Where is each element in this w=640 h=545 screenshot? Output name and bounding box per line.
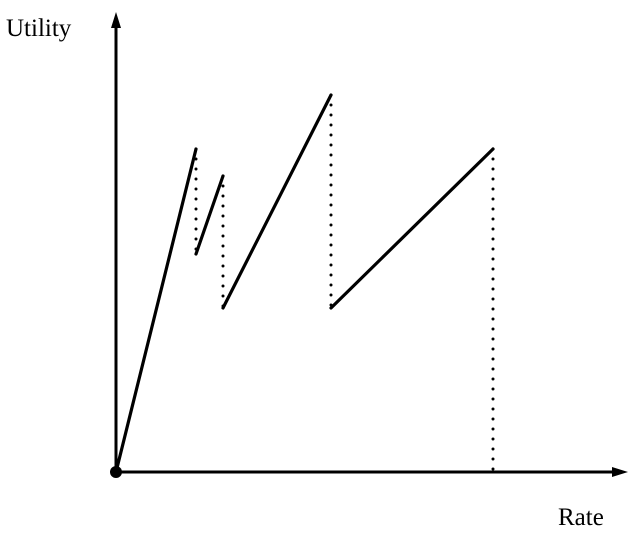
utility-segment-4 [329, 147, 495, 310]
x-axis-arrowhead [612, 467, 628, 477]
y-axis-arrowhead [111, 12, 121, 28]
utility-segment-1 [114, 147, 198, 474]
y-axis-label: Utility [6, 15, 72, 42]
utility-segment-3 [221, 93, 333, 310]
utility-segment-2 [194, 174, 225, 256]
x-axis-label: Rate [558, 504, 604, 531]
